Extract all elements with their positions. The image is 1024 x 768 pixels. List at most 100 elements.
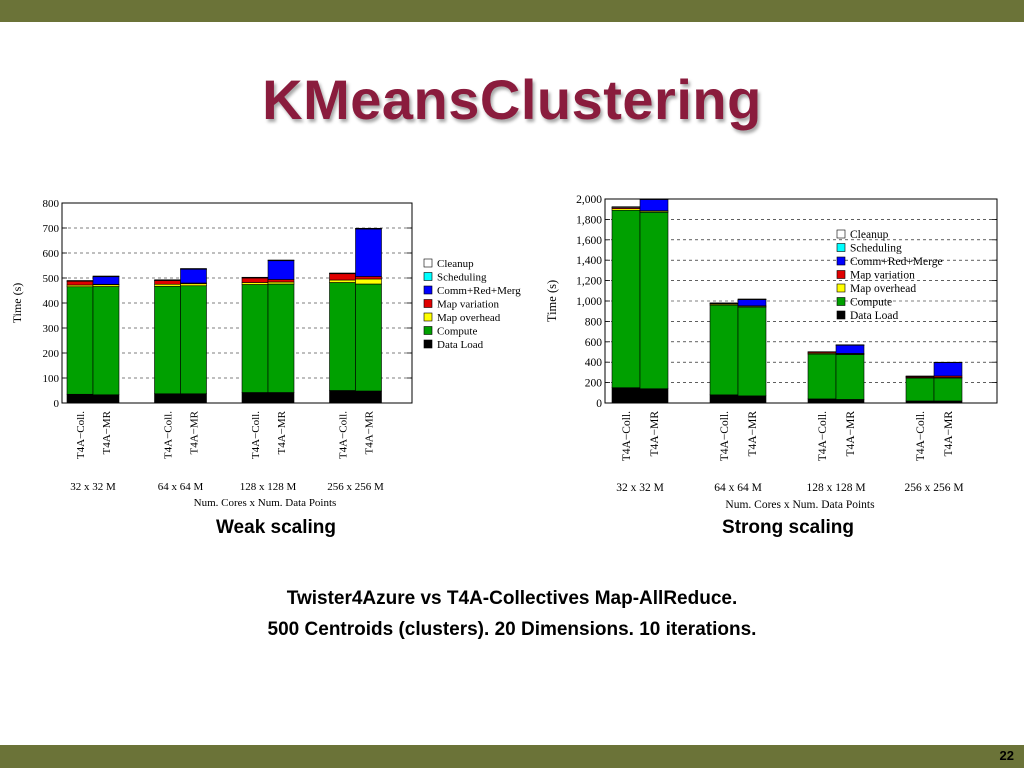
bar-segment-data-load [807, 398, 837, 404]
bar-segment-cleanup [355, 227, 382, 230]
bar-segment-comm-red-merg [92, 276, 120, 285]
bar-label: T4A−Coll. [817, 411, 829, 461]
y-tick-label: 100 [43, 373, 60, 385]
bar-segment-data-load [180, 393, 207, 404]
x-axis-title: Num. Cores x Num. Data Points [725, 499, 875, 511]
description-line-2: 500 Centroids (clusters). 20 Dimensions.… [267, 619, 757, 640]
bar-label: T4A−Coll. [163, 411, 175, 459]
legend-swatch [836, 283, 846, 293]
legend-swatch [423, 339, 433, 349]
bar-segment-data-load [66, 393, 94, 404]
bar-segment-compute [807, 353, 837, 400]
x-tick-label: 32 x 32 M [616, 482, 664, 494]
bar-segment-map-variation [66, 280, 94, 286]
legend-label: Data Load [850, 310, 898, 322]
legend-swatch [836, 297, 846, 306]
bar-segment-comm-red-merg [180, 268, 207, 284]
bar-segment-map-overhead [355, 278, 382, 285]
y-tick-label: 600 [43, 248, 60, 260]
y-tick-label: 200 [43, 348, 60, 360]
bar-segment-data-load [329, 390, 356, 404]
y-tick-label: 1,200 [576, 276, 602, 288]
bar-segment-compute [355, 283, 382, 392]
legend-swatch [836, 256, 846, 266]
bar-label: T4A−MR [101, 410, 113, 454]
bar-segment-compute [180, 285, 207, 395]
bar-segment-compute [267, 283, 295, 393]
legend-label: Map variation [437, 299, 500, 311]
bar-segment-map-variation [355, 276, 382, 280]
weak-scaling-caption: Weak scaling [215, 517, 337, 538]
y-tick-label: 1,600 [576, 235, 602, 247]
bar-segment-cleanup [737, 298, 767, 300]
strong-scaling-caption: Strong scaling [722, 517, 854, 538]
x-tick-label: 32 x 32 M [70, 481, 116, 493]
bar-segment-compute [835, 354, 865, 400]
bar-label: T4A−Coll. [621, 411, 633, 461]
y-tick-label: 1,400 [576, 255, 602, 267]
bar-segment-comm-red-merge [639, 199, 669, 212]
legend-label: Map variation [850, 270, 915, 282]
bar-segment-compute [154, 285, 181, 395]
bar-segment-comm-red-merg [267, 260, 295, 280]
x-tick-label: 64 x 64 M [714, 482, 762, 494]
bar-segment-map-variation [241, 277, 269, 283]
bar-segment-cleanup [709, 302, 739, 304]
bar-segment-compute [709, 304, 739, 396]
bar-segment-data-load [241, 392, 269, 404]
bar-segment-map-variation [267, 279, 295, 283]
legend-swatch [423, 312, 433, 322]
legend-label: Cleanup [437, 258, 474, 270]
bar-segment-compute [66, 286, 94, 395]
bar-segment-map-overhead [329, 279, 356, 283]
y-tick-label: 800 [43, 198, 60, 210]
bar-label: T4A−Coll. [915, 411, 927, 461]
bar-label: T4A−MR [747, 411, 759, 457]
legend-swatch [423, 285, 433, 295]
bar-label: T4A−Coll. [75, 411, 87, 459]
bar-segment-data-load [611, 387, 641, 404]
legend-swatch [423, 272, 433, 281]
bar-segment-comm-red-merge [835, 344, 865, 354]
bar-label: T4A−MR [189, 410, 201, 454]
bar-label: T4A−MR [943, 411, 955, 457]
x-axis-title: Num. Cores x Num. Data Points [194, 497, 337, 509]
bottom-banner [0, 745, 1024, 768]
y-tick-label: 0 [596, 398, 602, 410]
legend-label: Map overhead [850, 283, 916, 295]
slide-title: KMeansClustering [262, 68, 762, 131]
top-banner [0, 0, 1024, 22]
y-tick-label: 500 [43, 273, 60, 285]
legend-swatch [423, 258, 433, 268]
bar-segment-compute [241, 284, 269, 393]
bar-segment-compute [905, 377, 935, 402]
bar-segment-data-load [92, 394, 120, 404]
bar-segment-compute [933, 377, 963, 402]
y-axis-title: Time (s) [545, 280, 559, 322]
legend-swatch [836, 270, 846, 279]
legend-swatch [836, 310, 846, 320]
strong-scaling-chart: 0 200 400 600 800 1,000 1,200 1,400 1,600 1,800 2,… [545, 194, 998, 511]
bar-segment-cleanup [154, 279, 181, 281]
bar-segment-compute [611, 209, 641, 388]
bar-segment-compute [737, 306, 767, 397]
bar-segment-compute [92, 286, 120, 396]
legend-label: Scheduling [437, 272, 487, 284]
bar-segment-map-variation [154, 280, 181, 285]
bar-segment-cleanup [180, 268, 207, 270]
bar-segment-comm-red-merge [933, 362, 963, 377]
bar-segment-data-load [835, 399, 865, 404]
bar-segment-cleanup [66, 280, 94, 282]
bar-segment-data-load [709, 394, 739, 404]
legend-label: Cleanup [850, 229, 889, 241]
weak-scaling-chart: 0 100 200 300 400 500 600 700 800 T4A−Coll. T4A−MR… [10, 198, 521, 509]
bar-segment-data-load [154, 393, 181, 404]
bar-label: T4A−Coll. [338, 411, 350, 459]
y-tick-label: 2,000 [576, 194, 602, 206]
y-tick-label: 300 [43, 323, 60, 335]
x-tick-label: 256 x 256 M [327, 481, 384, 493]
legend-label: Compute [850, 297, 892, 309]
x-tick-label: 64 x 64 M [158, 481, 204, 493]
bar-segment-map-variation [329, 273, 356, 281]
legend-swatch [836, 243, 846, 252]
